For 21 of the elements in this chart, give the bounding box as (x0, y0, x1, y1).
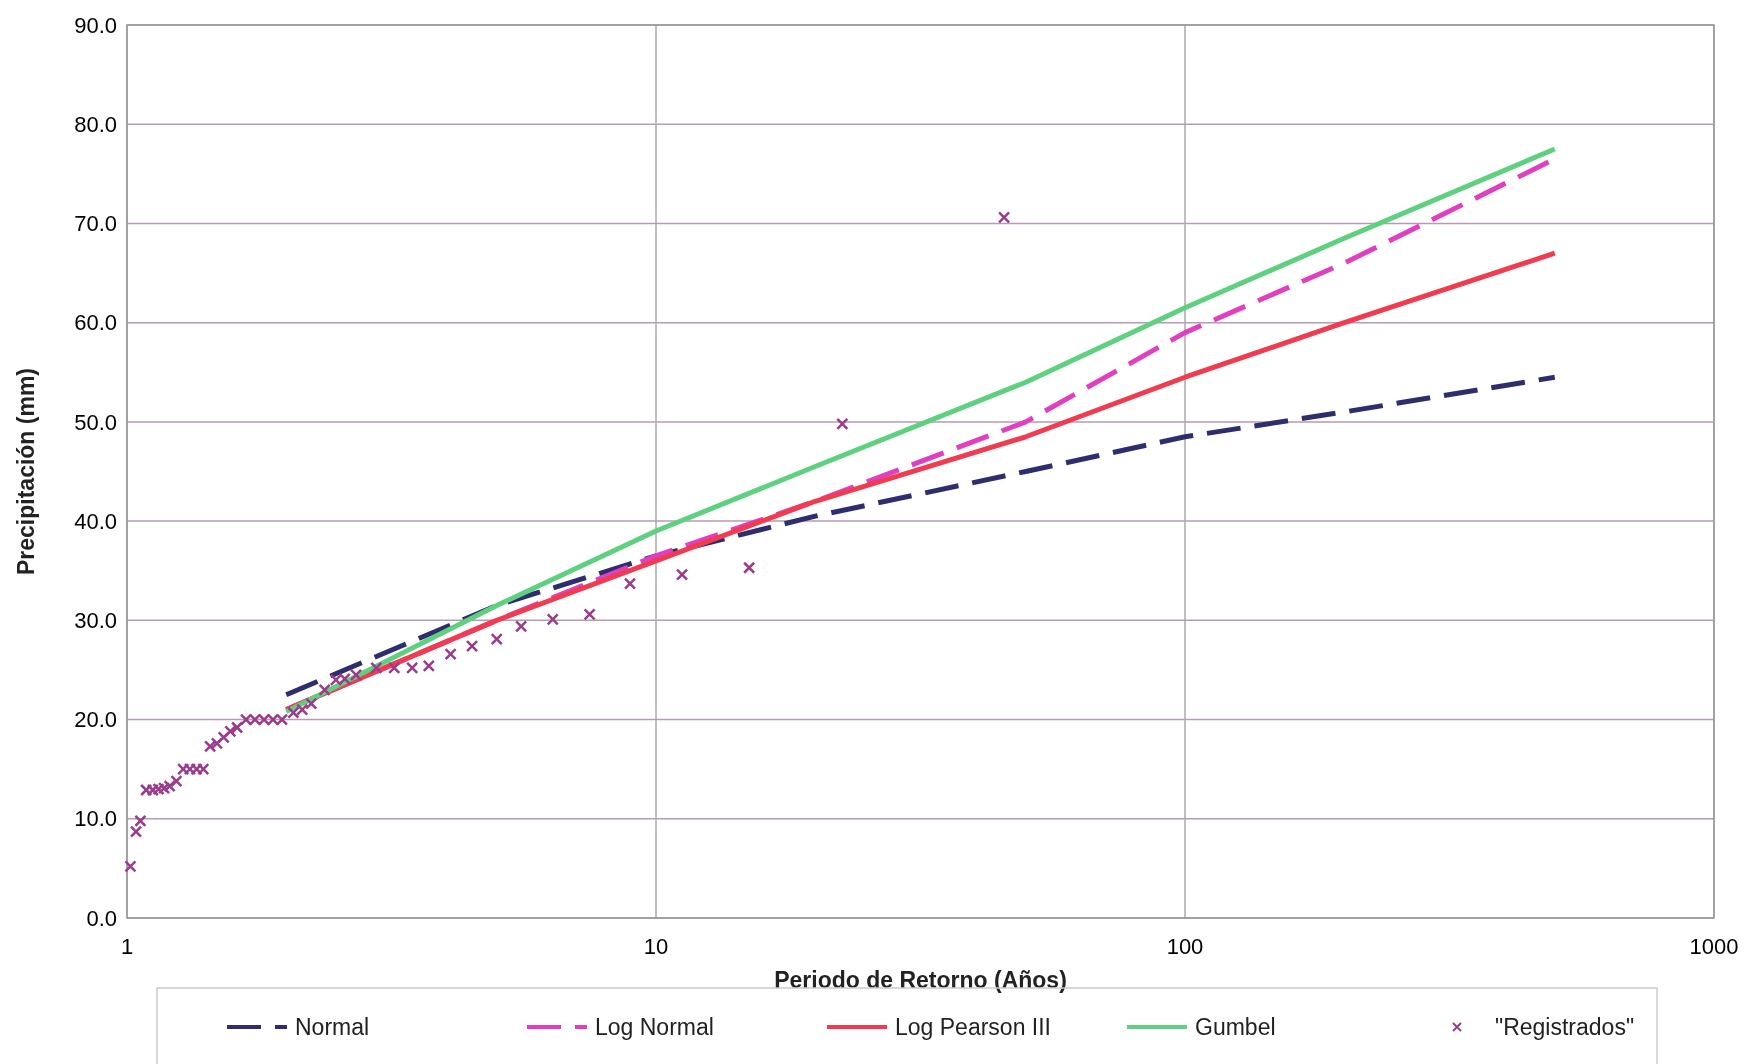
y-axis-title: Precipitación (mm) (13, 367, 39, 576)
y-tick-label: 70.0 (74, 211, 117, 237)
y-tick-label: 90.0 (74, 12, 117, 38)
x-tick-label: 100 (1166, 934, 1204, 959)
x-axis-title: Periodo de Retorno (Años) (774, 967, 1067, 993)
y-tick-label: 80.0 (74, 111, 117, 137)
y-tick-label: 20.0 (74, 707, 117, 733)
y-tick-label: 30.0 (74, 608, 117, 634)
legend-label: Log Normal (595, 1014, 714, 1041)
legend-label: "Registrados" (1495, 1014, 1635, 1041)
x-tick-label: 1 (120, 934, 134, 959)
y-tick-label: 40.0 (74, 508, 117, 534)
legend-label: Normal (295, 1014, 370, 1041)
x-tick-label: 10 (643, 934, 669, 959)
y-tick-label: 50.0 (74, 409, 117, 435)
legend-label: Gumbel (1195, 1014, 1276, 1041)
x-tick-label: 1000 (1689, 934, 1739, 959)
y-tick-label: 60.0 (74, 310, 117, 336)
y-tick-label: 0.0 (86, 905, 117, 931)
legend-label: Log Pearson III (895, 1014, 1051, 1041)
y-tick-label: 10.0 (74, 806, 117, 832)
